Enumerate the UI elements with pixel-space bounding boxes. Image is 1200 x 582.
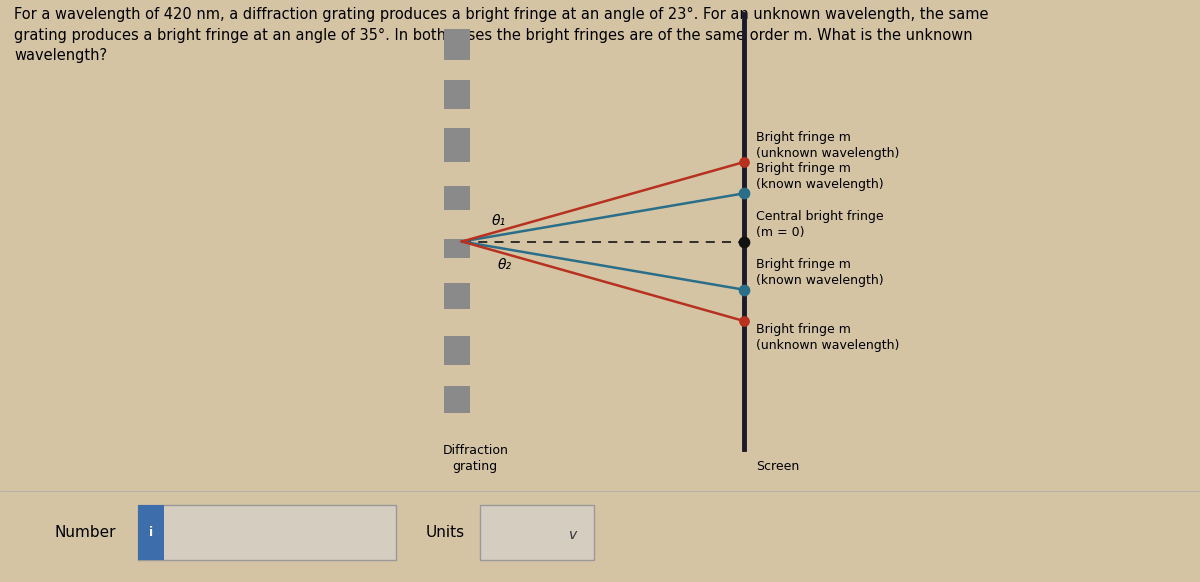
Bar — [444, 29, 470, 61]
Bar — [138, 505, 396, 560]
Bar — [444, 239, 470, 258]
Bar — [444, 336, 470, 365]
Text: Units: Units — [426, 525, 466, 540]
Text: Central bright fringe
(m = 0): Central bright fringe (m = 0) — [756, 210, 883, 239]
Point — [734, 237, 754, 246]
Text: Bright fringe m
(known wavelength): Bright fringe m (known wavelength) — [756, 258, 883, 288]
Text: i: i — [149, 526, 154, 539]
Text: v: v — [570, 527, 577, 541]
Bar — [444, 386, 470, 413]
Bar — [444, 283, 470, 309]
Text: Diffraction
grating: Diffraction grating — [443, 445, 508, 473]
Bar — [444, 128, 470, 162]
Text: θ₂: θ₂ — [498, 258, 512, 272]
Bar — [444, 80, 470, 109]
Point — [734, 317, 754, 326]
Bar — [444, 186, 470, 210]
Point — [734, 189, 754, 198]
Text: θ₁: θ₁ — [492, 214, 506, 228]
Point — [734, 285, 754, 294]
Text: For a wavelength of 420 nm, a diffraction grating produces a bright fringe at an: For a wavelength of 420 nm, a diffractio… — [14, 7, 989, 63]
Bar — [480, 505, 594, 560]
Text: Bright fringe m
(unknown wavelength): Bright fringe m (unknown wavelength) — [756, 130, 899, 159]
Text: Bright fringe m
(unknown wavelength): Bright fringe m (unknown wavelength) — [756, 324, 899, 353]
Point — [734, 157, 754, 166]
Text: Bright fringe m
(known wavelength): Bright fringe m (known wavelength) — [756, 162, 883, 191]
Bar — [138, 505, 164, 560]
Text: Number: Number — [54, 525, 115, 540]
Text: Screen: Screen — [756, 460, 799, 473]
